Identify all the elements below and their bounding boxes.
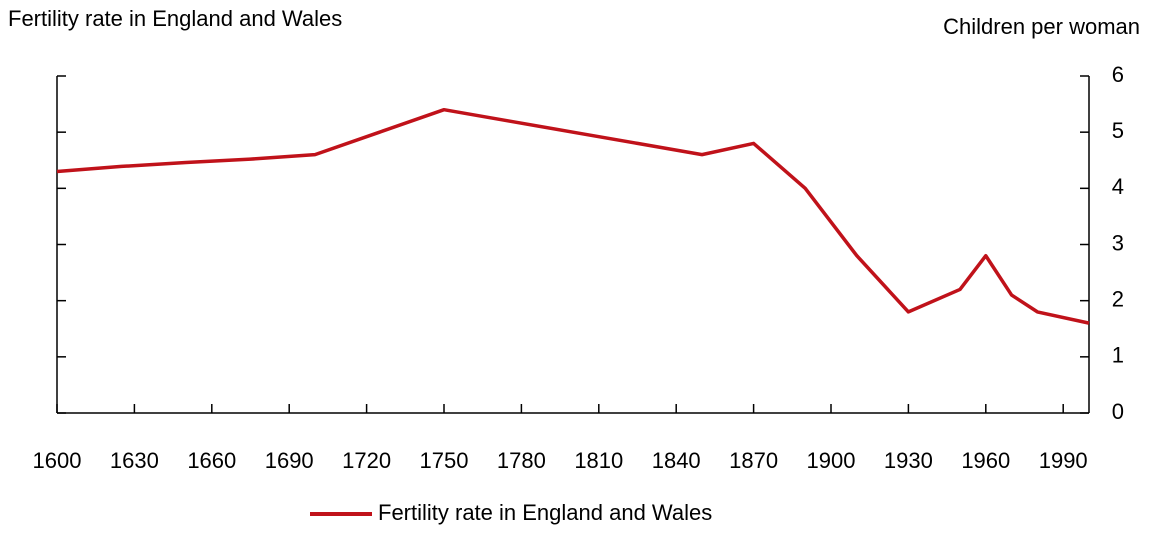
y-tick-label: 3 bbox=[1112, 230, 1124, 255]
y-tick-label: 6 bbox=[1112, 62, 1124, 87]
y-axis-label: Children per woman bbox=[943, 14, 1140, 39]
x-tick-label: 1870 bbox=[729, 448, 778, 473]
x-tick-label: 1750 bbox=[420, 448, 469, 473]
y-tick-label: 0 bbox=[1112, 399, 1124, 424]
x-tick-label: 1840 bbox=[652, 448, 701, 473]
x-tick-label: 1630 bbox=[110, 448, 159, 473]
series-line bbox=[56, 107, 1090, 325]
x-tick-label: 1660 bbox=[187, 448, 236, 473]
y-tick-label: 2 bbox=[1112, 286, 1124, 311]
x-tick-label: 1720 bbox=[342, 448, 391, 473]
x-tick-label: 1900 bbox=[807, 448, 856, 473]
x-tick-label: 1990 bbox=[1039, 448, 1088, 473]
x-tick-label: 1690 bbox=[265, 448, 314, 473]
y-tick-label: 5 bbox=[1112, 118, 1124, 143]
y-tick-label: 4 bbox=[1112, 174, 1124, 199]
chart-title: Fertility rate in England and Wales bbox=[8, 6, 342, 31]
x-tick-label: 1960 bbox=[961, 448, 1010, 473]
x-tick-label: 1600 bbox=[33, 448, 82, 473]
y-tick-label: 1 bbox=[1112, 343, 1124, 368]
x-tick-label: 1810 bbox=[574, 448, 623, 473]
legend-label: Fertility rate in England and Wales bbox=[378, 500, 712, 525]
x-tick-label: 1930 bbox=[884, 448, 933, 473]
x-tick-label: 1780 bbox=[497, 448, 546, 473]
